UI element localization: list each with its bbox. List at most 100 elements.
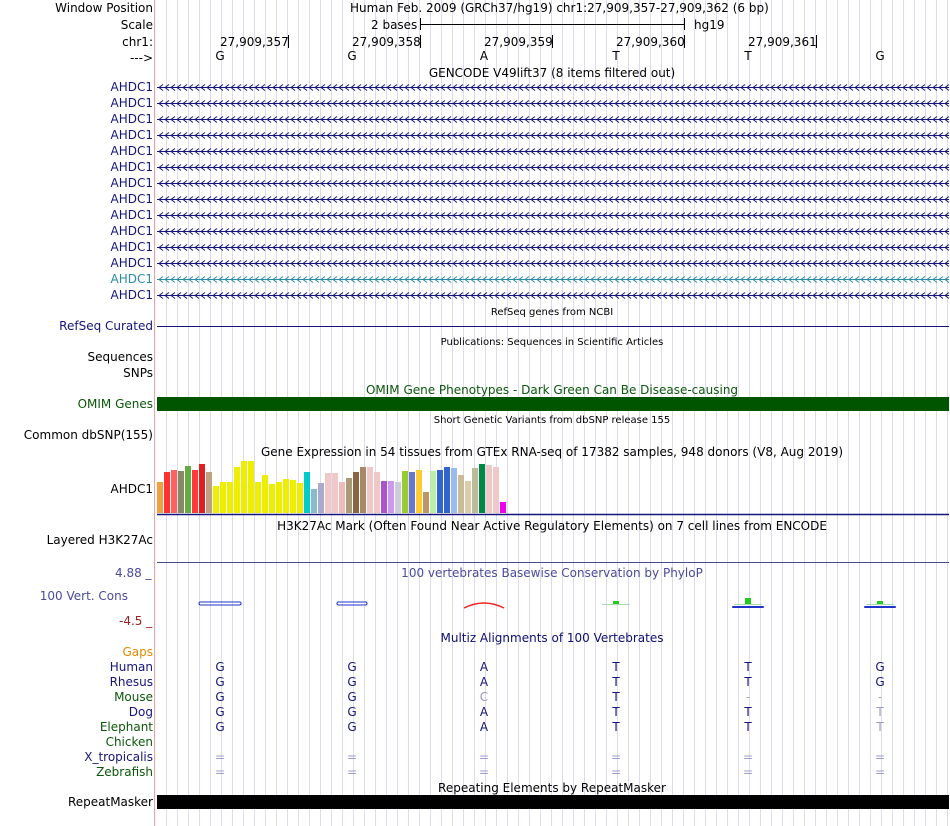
gencode-transcript[interactable] <box>157 113 949 125</box>
phylop-score-mark[interactable] <box>336 601 368 606</box>
dbsnp-track-title[interactable]: Short Genetic Variants from dbSNP releas… <box>433 415 671 426</box>
gtex-tissue-bar[interactable] <box>255 482 261 513</box>
gtex-tissue-bar[interactable] <box>444 467 450 513</box>
refseq-track-title[interactable]: RefSeq genes from NCBI <box>490 307 614 318</box>
gtex-tissue-bar[interactable] <box>430 471 436 513</box>
publications-snps-label[interactable]: SNPs <box>123 366 153 380</box>
gtex-tissue-bar[interactable] <box>311 489 317 513</box>
gtex-tissue-bar[interactable] <box>220 482 226 513</box>
gtex-tissue-bar[interactable] <box>276 482 282 513</box>
gtex-tissue-bar[interactable] <box>493 467 499 513</box>
gtex-bar-chart[interactable] <box>157 460 949 516</box>
gencode-transcript[interactable] <box>157 273 949 285</box>
repeatmasker-track-label[interactable]: RepeatMasker <box>67 795 153 809</box>
gtex-tissue-bar[interactable] <box>500 502 506 513</box>
gtex-track-label[interactable]: AHDC1 <box>110 482 154 496</box>
gencode-transcript-label[interactable]: AHDC1 <box>110 240 154 254</box>
gtex-tissue-bar[interactable] <box>402 471 408 513</box>
gtex-tissue-bar[interactable] <box>178 471 184 513</box>
phylop-score-mark[interactable] <box>745 598 751 604</box>
publications-sequences-label[interactable]: Sequences <box>87 350 153 364</box>
gencode-transcript[interactable] <box>157 81 949 93</box>
gtex-tissue-bar[interactable] <box>199 464 205 513</box>
gencode-transcript-label[interactable]: AHDC1 <box>110 128 154 142</box>
gencode-transcript[interactable] <box>157 241 949 253</box>
dbsnp-track-label[interactable]: Common dbSNP(155) <box>23 428 153 442</box>
gencode-transcript-label[interactable]: AHDC1 <box>110 224 154 238</box>
multiz-species-label[interactable]: Zebrafish <box>96 765 153 779</box>
phylop-score-mark[interactable] <box>877 601 883 604</box>
gtex-tissue-bar[interactable] <box>472 468 478 513</box>
multiz-species-label[interactable]: Elephant <box>99 720 153 734</box>
multiz-species-label[interactable]: Dog <box>128 705 153 719</box>
gtex-tissue-bar[interactable] <box>423 492 429 513</box>
gtex-tissue-bar[interactable] <box>353 472 359 513</box>
multiz-species-label[interactable]: Rhesus <box>109 675 153 689</box>
phylop-score-mark[interactable] <box>198 601 242 606</box>
gencode-transcript[interactable] <box>157 129 949 141</box>
gencode-transcript-label[interactable]: AHDC1 <box>110 160 154 174</box>
omim-gene-bar[interactable] <box>157 397 949 411</box>
omim-track-title[interactable]: OMIM Gene Phenotypes - Dark Green Can Be… <box>365 383 739 397</box>
gtex-tissue-bar[interactable] <box>479 464 485 513</box>
omim-track-label[interactable]: OMIM Genes <box>77 397 153 411</box>
gencode-transcript[interactable] <box>157 193 949 205</box>
gtex-tissue-bar[interactable] <box>416 470 422 513</box>
gtex-tissue-bar[interactable] <box>395 482 401 513</box>
gtex-tissue-bar[interactable] <box>304 472 310 513</box>
gtex-tissue-bar[interactable] <box>297 483 303 513</box>
multiz-species-label[interactable]: X_tropicalis <box>84 750 153 764</box>
gtex-track-title[interactable]: Gene Expression in 54 tissues from GTEx … <box>260 445 844 459</box>
gtex-tissue-bar[interactable] <box>486 465 492 513</box>
gtex-tissue-bar[interactable] <box>269 484 275 513</box>
gencode-transcript[interactable] <box>157 177 949 189</box>
gencode-transcript-label[interactable]: AHDC1 <box>110 80 154 94</box>
gtex-tissue-bar[interactable] <box>325 473 331 513</box>
gencode-transcript-label[interactable]: AHDC1 <box>110 112 154 126</box>
multiz-gaps-label[interactable]: Gaps <box>122 645 153 659</box>
gencode-transcript[interactable] <box>157 289 949 301</box>
gencode-transcript[interactable] <box>157 145 949 157</box>
gtex-tissue-bar[interactable] <box>451 468 457 513</box>
gtex-tissue-bar[interactable] <box>388 481 394 513</box>
gtex-tissue-bar[interactable] <box>206 472 212 513</box>
multiz-species-label[interactable]: Chicken <box>105 735 153 749</box>
phylop-score-mark[interactable] <box>463 602 505 609</box>
gencode-transcript[interactable] <box>157 97 949 109</box>
gtex-tissue-bar[interactable] <box>262 475 268 513</box>
gtex-tissue-bar[interactable] <box>192 470 198 513</box>
gtex-tissue-bar[interactable] <box>157 482 163 513</box>
multiz-track-title[interactable]: Multiz Alignments of 100 Vertebrates <box>440 631 664 645</box>
gtex-tissue-bar[interactable] <box>381 481 387 513</box>
gtex-tissue-bar[interactable] <box>227 482 233 513</box>
gencode-transcript[interactable] <box>157 225 949 237</box>
h3k27ac-track-label[interactable]: Layered H3K27Ac <box>46 533 153 547</box>
gtex-tissue-bar[interactable] <box>409 472 415 513</box>
repeatmasker-track-title[interactable]: Repeating Elements by RepeatMasker <box>438 781 666 795</box>
gencode-transcript-label[interactable]: AHDC1 <box>110 96 154 110</box>
gencode-track-title[interactable]: GENCODE V49lift37 (8 items filtered out) <box>428 66 676 80</box>
h3k27ac-track-title[interactable]: H3K27Ac Mark (Often Found Near Active Re… <box>277 519 827 533</box>
gencode-transcript-label[interactable]: AHDC1 <box>110 144 154 158</box>
gtex-tissue-bar[interactable] <box>234 467 240 513</box>
gencode-transcript[interactable] <box>157 209 949 221</box>
gtex-tissue-bar[interactable] <box>374 472 380 513</box>
gencode-transcript[interactable] <box>157 161 949 173</box>
gtex-tissue-bar[interactable] <box>458 475 464 513</box>
phylop-score-mark[interactable] <box>613 601 619 604</box>
phylop-track-title[interactable]: 100 vertebrates Basewise Conservation by… <box>401 566 703 580</box>
gencode-transcript-label[interactable]: AHDC1 <box>110 272 154 286</box>
gencode-transcript-label[interactable]: AHDC1 <box>110 176 154 190</box>
gencode-transcript[interactable] <box>157 257 949 269</box>
gtex-tissue-bar[interactable] <box>290 480 296 513</box>
gtex-tissue-bar[interactable] <box>213 486 219 513</box>
phylop-plot[interactable] <box>157 580 949 624</box>
gtex-tissue-bar[interactable] <box>283 479 289 513</box>
gtex-tissue-bar[interactable] <box>346 478 352 513</box>
gtex-tissue-bar[interactable] <box>164 472 170 513</box>
multiz-species-label[interactable]: Human <box>109 660 153 674</box>
multiz-species-label[interactable]: Mouse <box>114 690 153 704</box>
gtex-tissue-bar[interactable] <box>332 473 338 513</box>
gtex-tissue-bar[interactable] <box>339 482 345 513</box>
gtex-tissue-bar[interactable] <box>318 483 324 513</box>
